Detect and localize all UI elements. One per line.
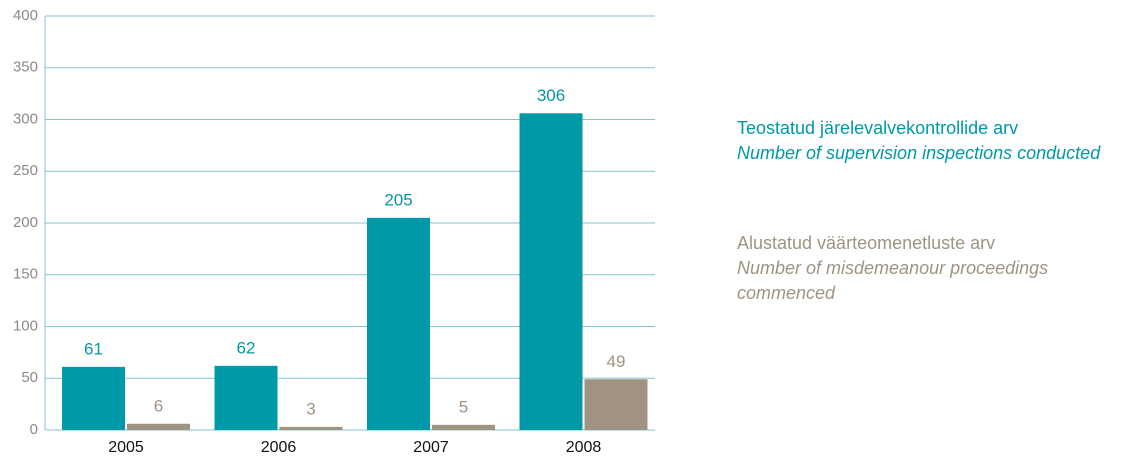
bar [127,423,190,430]
bar [214,365,278,430]
value-label: 49 [607,352,626,371]
y-tick-label: 0 [30,421,38,438]
legend-label-en: Number of misdemeanour proceedings comme… [737,258,1049,303]
legend-label: Teostatud järelevalvekontrollide arv [737,118,1019,138]
legend-entry: Alustatud väärteomenetluste arv Number o… [737,231,1077,306]
bar [584,379,648,430]
value-label: 62 [237,338,256,357]
x-tick-label: 2005 [108,439,144,456]
bar [62,366,125,430]
value-label: 6 [154,396,163,415]
y-tick-label: 100 [13,317,38,334]
y-tick-label: 50 [21,369,38,386]
legend-entry: Teostatud järelevalvekontrollide arv Num… [737,116,1100,166]
y-tick-label: 400 [13,7,38,24]
bar [367,217,430,430]
legend-label-en: Number of supervision inspections conduc… [737,143,1101,163]
chart: 0 50 100 150 200 250 300 350 400 2005 61 6 2006 62 3 20… [13,7,655,456]
value-label: 3 [306,399,315,418]
y-tick-label: 250 [13,162,38,179]
y-tick-label: 150 [13,266,38,283]
x-tick-label: 2008 [566,439,602,456]
bar [279,426,343,430]
y-tick-label: 300 [13,110,38,127]
y-tick-label: 200 [13,214,38,231]
value-label: 61 [84,339,103,358]
x-tick-label: 2007 [413,439,449,456]
y-tick-label: 350 [13,59,38,76]
x-tick-label: 2006 [261,439,297,456]
legend-label: Alustatud väärteomenetluste arv [737,233,996,253]
value-label: 5 [459,397,468,416]
bar [432,424,495,430]
value-label: 205 [384,190,412,209]
bar [519,113,583,430]
value-label: 306 [537,86,565,105]
